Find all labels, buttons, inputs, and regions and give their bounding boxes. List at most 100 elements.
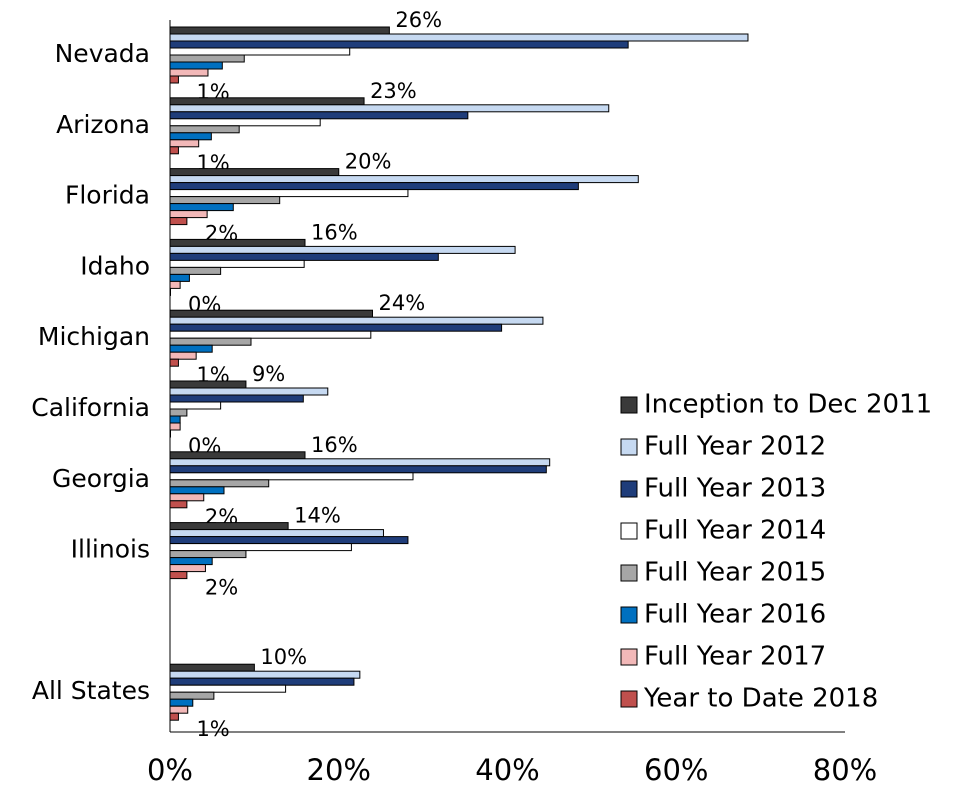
bar	[169, 493, 205, 502]
bar	[169, 309, 373, 318]
bar	[169, 712, 179, 721]
bar	[169, 663, 255, 672]
legend-label: Full Year 2015	[644, 558, 826, 588]
bar	[169, 238, 306, 247]
legend-swatch	[620, 648, 638, 666]
bar	[169, 146, 179, 155]
category-label: Illinois	[71, 535, 150, 564]
bar	[169, 358, 179, 367]
bar	[169, 175, 639, 184]
bar	[169, 111, 469, 120]
bar	[169, 486, 225, 495]
legend-label: Year to Date 2018	[643, 684, 878, 714]
bar	[169, 691, 215, 700]
bar	[169, 522, 289, 531]
bar	[169, 33, 749, 42]
data-label: 16%	[311, 220, 358, 244]
bar	[169, 344, 213, 353]
category-label: Arizona	[56, 110, 150, 139]
category-label: Idaho	[80, 251, 150, 280]
bar	[169, 472, 414, 481]
bar	[169, 47, 351, 56]
bar	[169, 273, 190, 282]
bar	[169, 529, 384, 538]
bar	[169, 543, 352, 552]
legend-label: Full Year 2017	[644, 642, 826, 672]
bar	[169, 465, 547, 474]
data-label: 24%	[379, 291, 426, 315]
category-label: Georgia	[52, 464, 150, 493]
bar	[169, 189, 409, 198]
bar	[169, 245, 516, 254]
x-tick-label: 80%	[813, 753, 877, 787]
bar	[169, 132, 212, 141]
bar	[169, 118, 321, 127]
data-label: 1%	[196, 717, 229, 741]
bar	[169, 415, 181, 424]
bar	[169, 139, 200, 148]
category-label: Nevada	[55, 39, 150, 68]
legend-label: Full Year 2014	[644, 516, 826, 546]
data-label: 26%	[395, 8, 442, 32]
bar	[169, 401, 222, 410]
bar	[169, 698, 194, 707]
bar	[169, 351, 197, 360]
x-tick-label: 20%	[307, 753, 371, 787]
bar	[169, 684, 287, 693]
legend-swatch	[620, 438, 638, 456]
bar	[169, 670, 361, 679]
x-tick-label: 40%	[475, 753, 539, 787]
bar	[169, 61, 223, 70]
category-label: All States	[32, 676, 150, 705]
bar	[169, 323, 503, 332]
legend-swatch	[620, 690, 638, 708]
data-label: 23%	[370, 79, 417, 103]
bar	[169, 422, 181, 431]
bar	[169, 557, 213, 566]
bar	[169, 259, 305, 268]
bar	[169, 168, 340, 177]
bar	[169, 380, 247, 389]
bar	[169, 196, 281, 205]
bar	[169, 280, 181, 289]
bar	[169, 125, 240, 134]
bar	[169, 40, 629, 49]
bar	[169, 266, 222, 275]
bar	[169, 182, 579, 191]
bar	[169, 458, 551, 467]
data-label: 16%	[311, 433, 358, 457]
bar	[169, 54, 245, 63]
legend-label: Inception to Dec 2011	[644, 390, 932, 420]
bar	[169, 387, 329, 396]
bar	[169, 75, 179, 84]
legend-swatch	[620, 396, 638, 414]
bar	[169, 203, 234, 212]
legend-swatch	[620, 522, 638, 540]
bar	[169, 408, 188, 417]
bar	[169, 97, 365, 106]
bar	[169, 26, 390, 35]
legend-label: Full Year 2013	[644, 474, 826, 504]
bar	[169, 68, 209, 77]
bar	[169, 571, 188, 580]
category-label: Michigan	[38, 322, 150, 351]
bar	[169, 479, 270, 488]
legend-swatch	[620, 564, 638, 582]
data-label: 10%	[260, 645, 307, 669]
category-label: Florida	[65, 181, 150, 210]
bar	[169, 451, 306, 460]
data-label: 20%	[345, 150, 392, 174]
bar	[169, 252, 439, 261]
category-label: California	[31, 393, 150, 422]
legend-swatch	[620, 480, 638, 498]
bar	[169, 210, 208, 219]
bar	[169, 104, 610, 113]
x-tick-label: 0%	[147, 753, 193, 787]
bar	[169, 337, 252, 346]
bar	[169, 550, 247, 559]
data-label: 2%	[205, 576, 238, 600]
legend-label: Full Year 2016	[644, 600, 826, 630]
bar	[169, 564, 206, 573]
